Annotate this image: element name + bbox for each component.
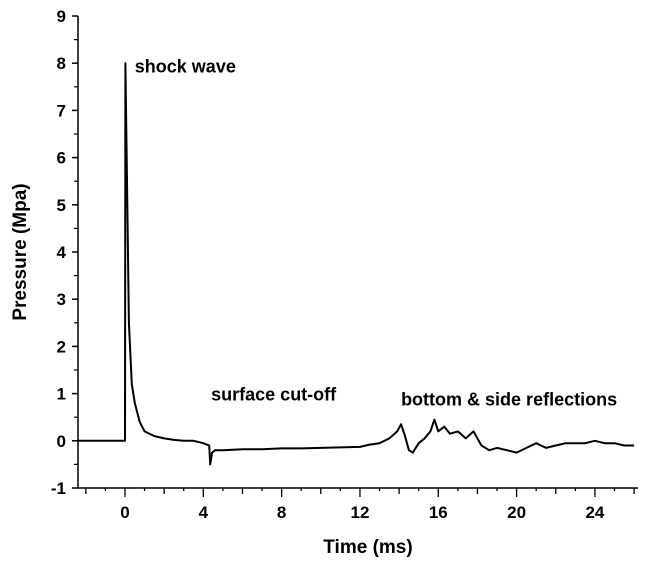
pressure-series-line <box>78 62 635 466</box>
y-tick-label: 7 <box>57 101 66 120</box>
y-tick-label: 4 <box>57 243 67 262</box>
y-tick-label: 0 <box>57 432 66 451</box>
x-axis-title: Time (ms) <box>323 537 412 558</box>
x-tick-label: 24 <box>585 503 604 522</box>
axes <box>77 16 638 489</box>
y-tick-label: 2 <box>57 337 66 356</box>
y-tick-label: -1 <box>51 479 66 498</box>
y-tick-label: 9 <box>57 7 66 26</box>
annotations: shock wave surface cut-off bottom & side r… <box>135 57 617 410</box>
x-tick-label: 4 <box>199 503 209 522</box>
y-axis-title: Pressure (Mpa) <box>10 183 31 320</box>
x-tick-label: 12 <box>350 503 369 522</box>
y-tick-label: 3 <box>57 290 66 309</box>
plot-line-layer <box>78 62 635 466</box>
x-tick-label: 16 <box>429 503 448 522</box>
annotation-label: surface cut-off <box>211 385 337 405</box>
x-tick-label: 8 <box>277 503 286 522</box>
annotation-label: bottom & side reflections <box>401 389 617 409</box>
x-tick-label: 20 <box>507 503 526 522</box>
y-tick-label: 5 <box>57 196 66 215</box>
x-tick-label: 0 <box>120 503 129 522</box>
y-ticks: -1 0 1 2 3 4 5 6 7 8 9 <box>51 7 78 498</box>
annotation-label: shock wave <box>135 57 236 77</box>
y-tick-label: 6 <box>57 149 66 168</box>
y-tick-label: 8 <box>57 54 66 73</box>
y-tick-label: 1 <box>57 385 66 404</box>
x-ticks: 0 4 8 12 16 20 24 <box>85 488 635 522</box>
